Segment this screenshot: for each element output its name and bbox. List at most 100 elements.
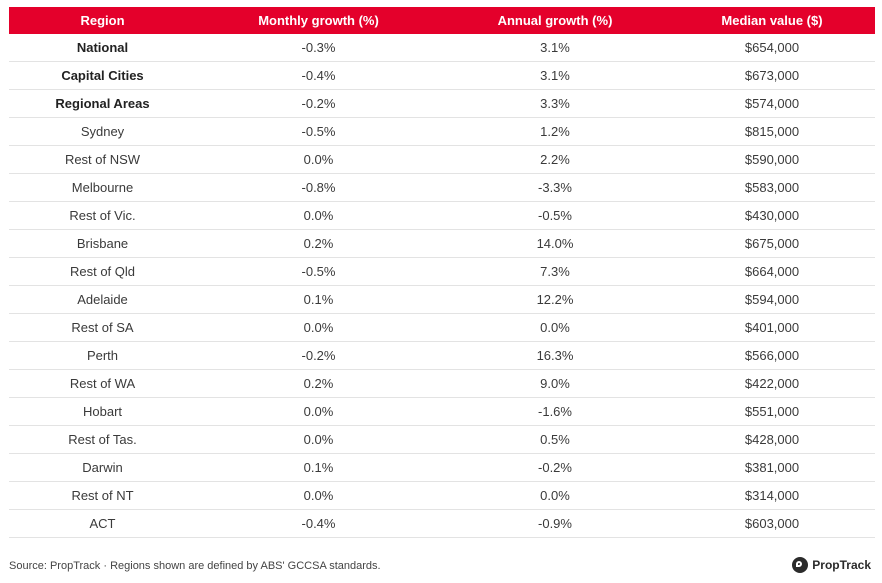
table-row: Melbourne -0.8% -3.3% $583,000	[9, 173, 875, 202]
cell-monthly-growth: 0.0%	[196, 201, 441, 230]
cell-monthly-growth: 0.1%	[196, 453, 441, 482]
cell-monthly-growth: -0.8%	[196, 173, 441, 202]
cell-monthly-growth: 0.0%	[196, 481, 441, 510]
cell-annual-growth: -0.5%	[441, 201, 669, 230]
proptrack-logo-icon	[792, 557, 809, 573]
cell-monthly-growth: 0.2%	[196, 369, 441, 398]
region-growth-table: Region Monthly growth (%) Annual growth …	[9, 7, 875, 538]
cell-annual-growth: -0.9%	[441, 509, 669, 538]
cell-monthly-growth: 0.1%	[196, 285, 441, 314]
cell-monthly-growth: -0.2%	[196, 89, 441, 118]
table-row: Rest of NT 0.0% 0.0% $314,000	[9, 481, 875, 510]
cell-median-value: $673,000	[669, 61, 875, 90]
cell-monthly-growth: -0.3%	[196, 34, 441, 62]
cell-region: Rest of SA	[9, 313, 196, 342]
cell-annual-growth: -1.6%	[441, 397, 669, 426]
table-row: ACT -0.4% -0.9% $603,000	[9, 509, 875, 538]
cell-region: Rest of WA	[9, 369, 196, 398]
cell-annual-growth: 3.1%	[441, 34, 669, 62]
table-row: Brisbane 0.2% 14.0% $675,000	[9, 229, 875, 258]
header-row: Region Monthly growth (%) Annual growth …	[9, 7, 875, 34]
cell-median-value: $590,000	[669, 145, 875, 174]
cell-median-value: $675,000	[669, 229, 875, 258]
cell-monthly-growth: -0.4%	[196, 61, 441, 90]
header-annual-growth: Annual growth (%)	[441, 7, 669, 34]
cell-monthly-growth: 0.2%	[196, 229, 441, 258]
cell-median-value: $428,000	[669, 425, 875, 454]
source-footnote: Source: PropTrack · Regions shown are de…	[9, 560, 381, 572]
cell-monthly-growth: 0.0%	[196, 145, 441, 174]
cell-annual-growth: 12.2%	[441, 285, 669, 314]
cell-region: Capital Cities	[9, 61, 196, 90]
table-row: Perth -0.2% 16.3% $566,000	[9, 341, 875, 370]
cell-monthly-growth: 0.0%	[196, 425, 441, 454]
cell-median-value: $815,000	[669, 117, 875, 146]
cell-monthly-growth: -0.2%	[196, 341, 441, 370]
cell-median-value: $422,000	[669, 369, 875, 398]
table-row: National -0.3% 3.1% $654,000	[9, 34, 875, 62]
table-row: Rest of NSW 0.0% 2.2% $590,000	[9, 145, 875, 174]
cell-median-value: $654,000	[669, 34, 875, 62]
cell-region: ACT	[9, 509, 196, 538]
cell-annual-growth: 0.5%	[441, 425, 669, 454]
cell-median-value: $603,000	[669, 509, 875, 538]
cell-annual-growth: 9.0%	[441, 369, 669, 398]
table-row: Hobart 0.0% -1.6% $551,000	[9, 397, 875, 426]
proptrack-logo: PropTrack	[792, 557, 871, 573]
cell-median-value: $583,000	[669, 173, 875, 202]
cell-annual-growth: 16.3%	[441, 341, 669, 370]
cell-monthly-growth: -0.4%	[196, 509, 441, 538]
cell-annual-growth: -0.2%	[441, 453, 669, 482]
cell-monthly-growth: 0.0%	[196, 397, 441, 426]
proptrack-logo-text: PropTrack	[812, 558, 871, 572]
cell-region: Rest of Tas.	[9, 425, 196, 454]
cell-monthly-growth: 0.0%	[196, 313, 441, 342]
cell-region: Regional Areas	[9, 89, 196, 118]
table-row: Rest of SA 0.0% 0.0% $401,000	[9, 313, 875, 342]
cell-region: Rest of Qld	[9, 257, 196, 286]
cell-median-value: $381,000	[669, 453, 875, 482]
cell-median-value: $574,000	[669, 89, 875, 118]
table-row: Capital Cities -0.4% 3.1% $673,000	[9, 61, 875, 90]
cell-median-value: $551,000	[669, 397, 875, 426]
cell-annual-growth: 0.0%	[441, 313, 669, 342]
cell-annual-growth: 14.0%	[441, 229, 669, 258]
table-row: Regional Areas -0.2% 3.3% $574,000	[9, 89, 875, 118]
cell-median-value: $566,000	[669, 341, 875, 370]
cell-median-value: $664,000	[669, 257, 875, 286]
cell-annual-growth: 0.0%	[441, 481, 669, 510]
cell-annual-growth: 7.3%	[441, 257, 669, 286]
cell-median-value: $594,000	[669, 285, 875, 314]
header-median-value: Median value ($)	[669, 7, 875, 34]
cell-monthly-growth: -0.5%	[196, 257, 441, 286]
header-region: Region	[9, 7, 196, 34]
cell-median-value: $314,000	[669, 481, 875, 510]
cell-monthly-growth: -0.5%	[196, 117, 441, 146]
cell-region: Hobart	[9, 397, 196, 426]
cell-region: National	[9, 34, 196, 62]
cell-region: Melbourne	[9, 173, 196, 202]
table-body: National -0.3% 3.1% $654,000 Capital Cities -…	[9, 34, 875, 538]
cell-region: Adelaide	[9, 285, 196, 314]
table-header: Region Monthly growth (%) Annual growth …	[9, 7, 875, 34]
cell-annual-growth: 3.3%	[441, 89, 669, 118]
cell-annual-growth: -3.3%	[441, 173, 669, 202]
cell-region: Rest of NSW	[9, 145, 196, 174]
cell-annual-growth: 3.1%	[441, 61, 669, 90]
data-table-container: Region Monthly growth (%) Annual growth …	[9, 7, 875, 538]
table-row: Sydney -0.5% 1.2% $815,000	[9, 117, 875, 146]
cell-median-value: $430,000	[669, 201, 875, 230]
table-row: Rest of Tas. 0.0% 0.5% $428,000	[9, 425, 875, 454]
table-row: Rest of Qld -0.5% 7.3% $664,000	[9, 257, 875, 286]
cell-median-value: $401,000	[669, 313, 875, 342]
header-monthly-growth: Monthly growth (%)	[196, 7, 441, 34]
cell-region: Rest of NT	[9, 481, 196, 510]
cell-annual-growth: 1.2%	[441, 117, 669, 146]
table-row: Darwin 0.1% -0.2% $381,000	[9, 453, 875, 482]
table-row: Adelaide 0.1% 12.2% $594,000	[9, 285, 875, 314]
cell-region: Perth	[9, 341, 196, 370]
table-row: Rest of WA 0.2% 9.0% $422,000	[9, 369, 875, 398]
cell-region: Darwin	[9, 453, 196, 482]
cell-region: Sydney	[9, 117, 196, 146]
cell-region: Brisbane	[9, 229, 196, 258]
